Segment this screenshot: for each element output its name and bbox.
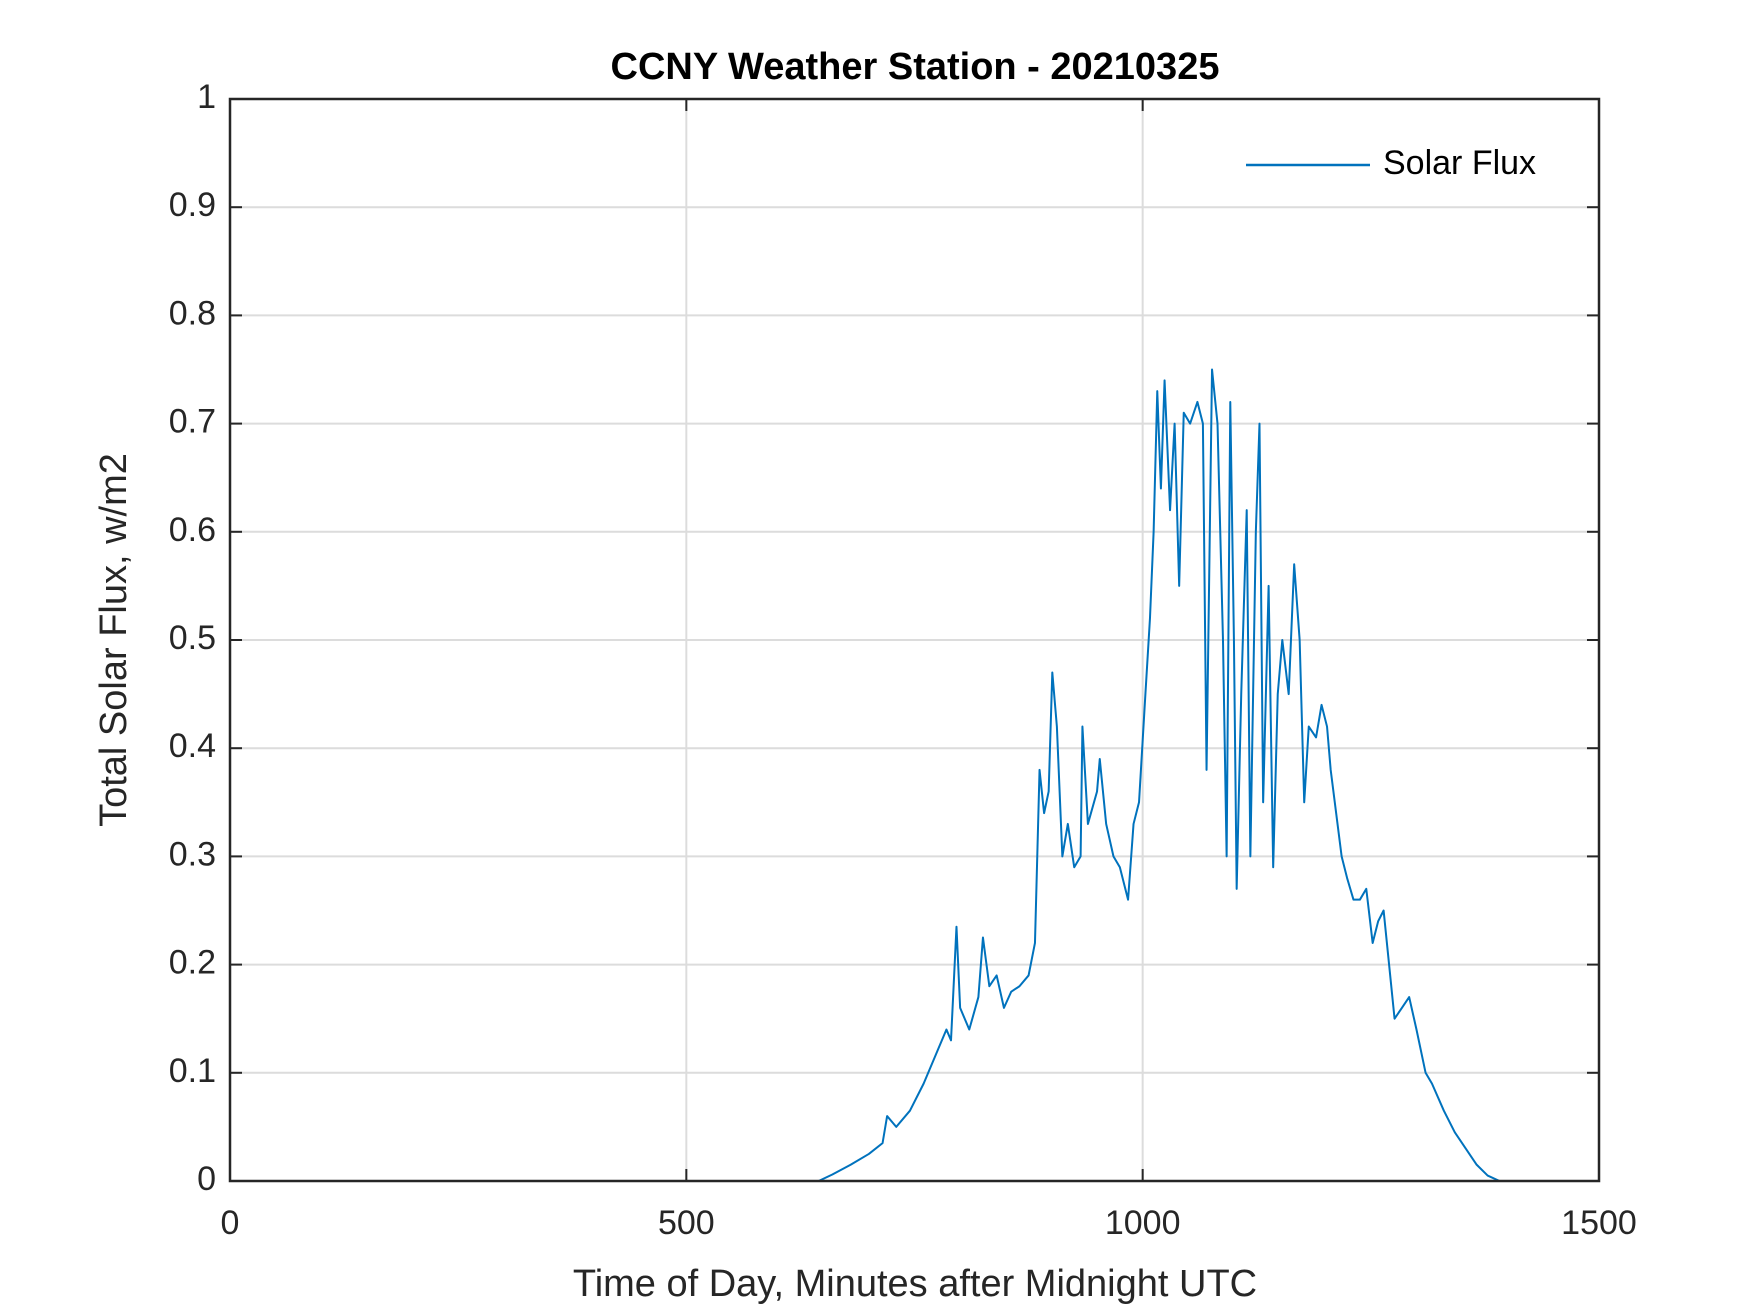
y-tick-label: 0.2 <box>169 944 216 982</box>
chart-title: CCNY Weather Station - 20210325 <box>611 46 1220 88</box>
y-tick-label: 0.7 <box>169 403 216 441</box>
y-tick-label: 0.8 <box>169 294 216 332</box>
y-tick-label: 0.5 <box>169 619 216 657</box>
line-series <box>230 368 1545 1182</box>
x-tick-label: 0 <box>221 1204 240 1242</box>
y-tick-label: 0 <box>197 1160 216 1198</box>
y-tick-label: 0.1 <box>169 1052 216 1090</box>
x-tick-label: 1500 <box>1561 1204 1637 1242</box>
y-tick-label: 0.6 <box>169 511 216 549</box>
y-tick-label: 0.4 <box>169 727 216 765</box>
y-tick-label: 0.3 <box>169 835 216 873</box>
x-tick-label: 500 <box>658 1204 715 1242</box>
legend-label: Solar Flux <box>1383 144 1536 182</box>
x-tick-label: 1000 <box>1105 1204 1181 1242</box>
plot-frame <box>228 97 1601 1183</box>
x-axis-label: Time of Day, Minutes after Midnight UTC <box>573 1263 1257 1305</box>
y-tick-label: 0.9 <box>169 186 216 224</box>
y-axis-label: Total Solar Flux, w/m2 <box>93 453 135 827</box>
y-tick-label: 1 <box>197 78 216 116</box>
